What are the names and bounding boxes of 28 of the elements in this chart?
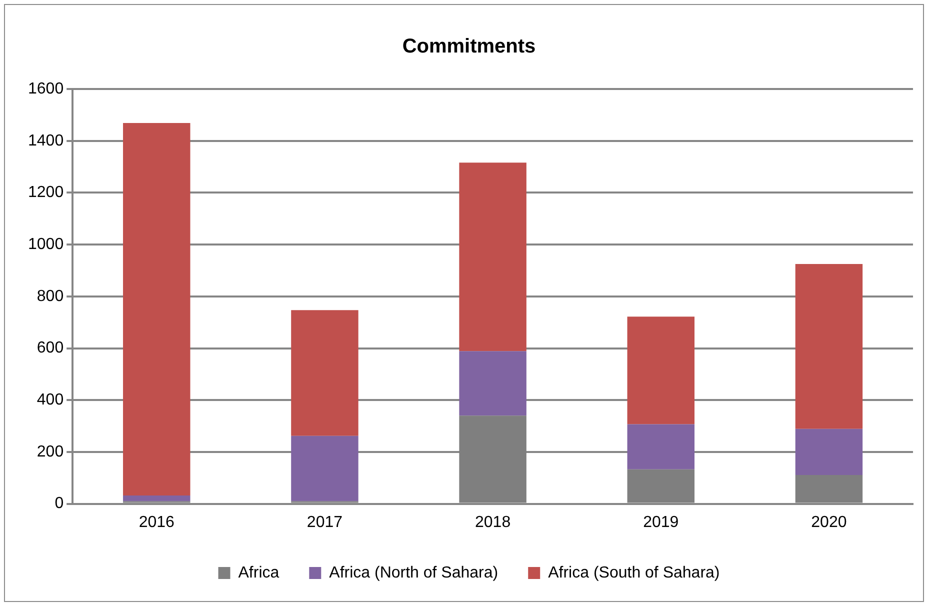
bar xyxy=(123,496,190,502)
x-tick-label: 2020 xyxy=(811,514,847,531)
y-tick-label: 600 xyxy=(36,340,64,357)
y-tick-label: 1200 xyxy=(28,184,64,202)
bar xyxy=(459,351,526,416)
x-tick-label: 2016 xyxy=(138,514,175,531)
x-tick-label: 2019 xyxy=(643,514,679,531)
y-tick-label: 1600 xyxy=(28,80,64,98)
chart-title: Commitments xyxy=(402,36,536,58)
legend-label: Africa (North of Sahara) xyxy=(329,564,498,582)
bar xyxy=(291,310,358,436)
bar xyxy=(123,122,190,496)
y-tick-label: 400 xyxy=(36,392,64,409)
y-tick-label: 0 xyxy=(54,495,64,512)
x-tick-label: 2018 xyxy=(475,514,511,531)
bar xyxy=(627,316,694,424)
y-tick-label: 1400 xyxy=(28,132,64,150)
bar xyxy=(795,428,863,476)
bar xyxy=(291,436,358,502)
bar xyxy=(795,264,863,429)
y-tick-label: 200 xyxy=(36,443,64,460)
bar xyxy=(627,424,694,470)
legend-label: Africa xyxy=(238,564,280,582)
y-tick-label: 1000 xyxy=(28,236,64,253)
x-tick-label: 2017 xyxy=(306,514,343,531)
y-tick-label: 800 xyxy=(36,288,64,305)
bar xyxy=(459,162,526,352)
legend-label: Africa (South of Sahara) xyxy=(548,564,720,582)
